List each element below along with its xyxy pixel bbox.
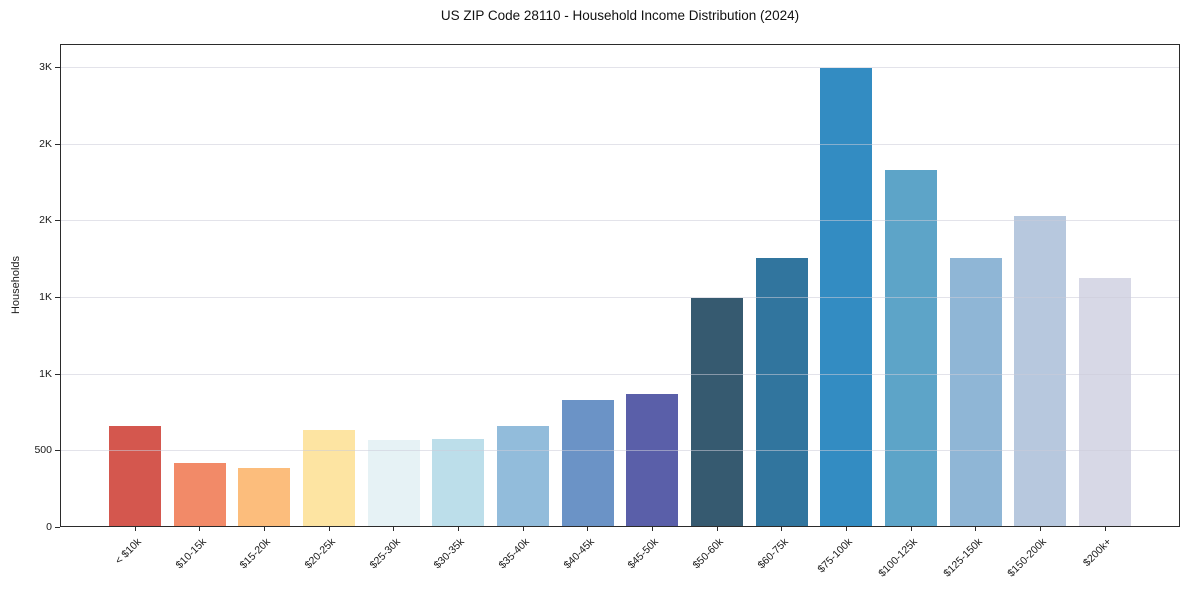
gridline — [61, 297, 1179, 298]
chart-title: US ZIP Code 28110 - Household Income Dis… — [440, 8, 800, 23]
x-tick-mark — [1039, 527, 1041, 531]
bar-$200k+ — [1079, 278, 1131, 526]
y-tick-label: 3K — [39, 61, 52, 73]
y-tick-mark — [55, 527, 60, 528]
x-tick-mark — [199, 527, 201, 531]
bar-$30-35k — [432, 439, 485, 526]
y-tick-label: 1K — [39, 368, 52, 380]
gridline — [61, 144, 1179, 145]
y-tick-mark — [55, 374, 60, 375]
y-tick-mark — [55, 67, 60, 68]
x-tick-mark — [716, 527, 718, 531]
x-tick-mark — [587, 527, 589, 531]
x-tick-mark — [263, 527, 265, 531]
x-tick-mark — [910, 527, 912, 531]
x-tick-mark — [328, 527, 330, 531]
x-tick-mark — [845, 527, 847, 531]
plot-area — [60, 44, 1180, 527]
y-tick-label: 2K — [39, 138, 52, 150]
x-tick-mark — [134, 527, 136, 531]
bar-$40-45k — [561, 400, 614, 526]
bar-$50-60k — [691, 298, 743, 526]
y-tick-mark — [55, 297, 60, 298]
x-tick-mark — [975, 527, 977, 531]
x-tick-mark — [393, 527, 395, 531]
bar-$35-40k — [497, 426, 549, 526]
gridline — [61, 374, 1179, 375]
x-tick-mark — [457, 527, 459, 531]
y-tick-mark — [55, 450, 60, 451]
y-tick-label: 0 — [46, 521, 52, 533]
x-tick-mark — [522, 527, 524, 531]
gridline — [61, 220, 1179, 221]
bar-$60-75k — [755, 258, 808, 526]
bar-$15-20k — [238, 468, 291, 526]
y-tick-label: 2K — [39, 214, 52, 226]
bar-$150-200k — [1014, 216, 1067, 526]
y-axis-label: Households — [10, 255, 22, 315]
bar-$125-150k — [949, 258, 1002, 526]
bar-$100-125k — [885, 170, 937, 526]
bar-$45-50k — [626, 394, 679, 526]
x-tick-mark — [1104, 527, 1106, 531]
bar-< $10k — [109, 426, 161, 526]
bar-$20-25k — [303, 430, 355, 526]
gridline — [61, 450, 1179, 451]
bar-$10-15k — [173, 463, 226, 526]
y-tick-label: 1K — [39, 291, 52, 303]
x-tick-label: < $10k — [112, 535, 144, 567]
y-tick-mark — [55, 220, 60, 221]
gridline — [61, 67, 1179, 68]
y-tick-label: 500 — [34, 444, 52, 456]
x-tick-mark — [651, 527, 653, 531]
bar-$25-30k — [367, 440, 420, 526]
x-tick-mark — [781, 527, 783, 531]
y-tick-mark — [55, 144, 60, 145]
